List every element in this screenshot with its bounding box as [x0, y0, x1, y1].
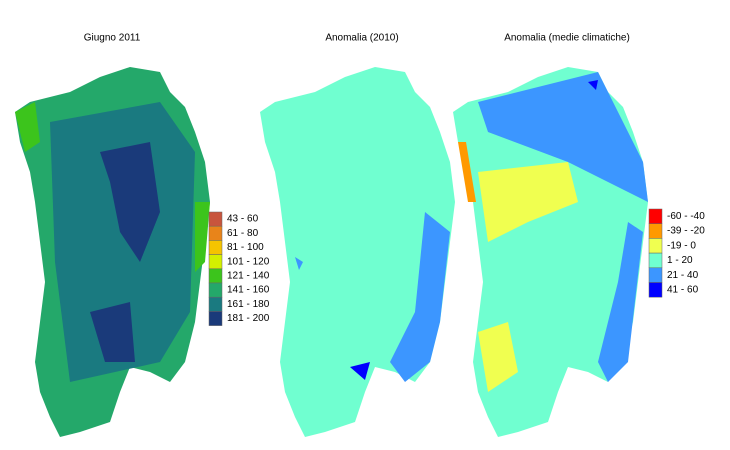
legend-swatch — [208, 211, 223, 227]
legend-swatch — [208, 296, 223, 312]
region — [90, 302, 135, 362]
legend-label: 43 - 60 — [227, 214, 259, 225]
region — [478, 72, 648, 202]
legend-swatch — [648, 223, 663, 239]
legend-swatch — [208, 240, 223, 255]
legend-swatch — [648, 252, 663, 269]
map-title: Anomalia (medie climatiche) — [504, 33, 630, 44]
legend-swatch — [208, 311, 223, 326]
region — [390, 212, 450, 382]
region — [598, 222, 643, 382]
legend-swatch — [648, 238, 663, 254]
region — [478, 322, 518, 392]
legend-label: -19 - 0 — [667, 240, 696, 251]
legend-label: -60 - -40 — [667, 211, 705, 222]
legend-label: 41 - 60 — [667, 284, 699, 295]
region — [588, 80, 598, 90]
legend-swatch — [208, 268, 223, 284]
map-title: Anomalia (2010) — [325, 33, 398, 44]
legend-label: 101 - 120 — [227, 256, 270, 267]
legends: 43 - 60 61 - 80 81 - 100 101 - 120 121 - 140… — [208, 208, 705, 326]
map-title: Giugno 2011 — [84, 33, 141, 44]
legend-swatch — [648, 282, 663, 298]
legend-label: 81 - 100 — [227, 242, 264, 253]
region — [195, 202, 210, 272]
legend-label: 61 - 80 — [227, 228, 259, 239]
map-precipitation — [15, 67, 210, 437]
legend-swatch — [208, 225, 223, 241]
region — [50, 102, 195, 382]
region — [350, 362, 370, 380]
legend-label: -39 - -20 — [667, 226, 705, 237]
legend-swatch — [648, 267, 663, 283]
region — [100, 142, 160, 262]
legend-label: 181 - 200 — [227, 313, 270, 324]
legend-label: 161 - 180 — [227, 299, 270, 310]
region — [458, 142, 476, 202]
map-anomaly-climate — [453, 67, 648, 437]
legend-label: 141 - 160 — [227, 285, 270, 296]
region — [295, 257, 303, 270]
legend-label: 21 - 40 — [667, 270, 699, 281]
legend-swatch — [208, 254, 223, 270]
region — [478, 162, 578, 242]
legend-swatch — [208, 282, 223, 298]
region — [15, 102, 40, 152]
legend-label: 121 - 140 — [227, 271, 270, 282]
legend-swatch — [648, 208, 663, 224]
map-anomaly-2010 — [260, 67, 455, 437]
legend-label: 1 - 20 — [667, 255, 693, 266]
